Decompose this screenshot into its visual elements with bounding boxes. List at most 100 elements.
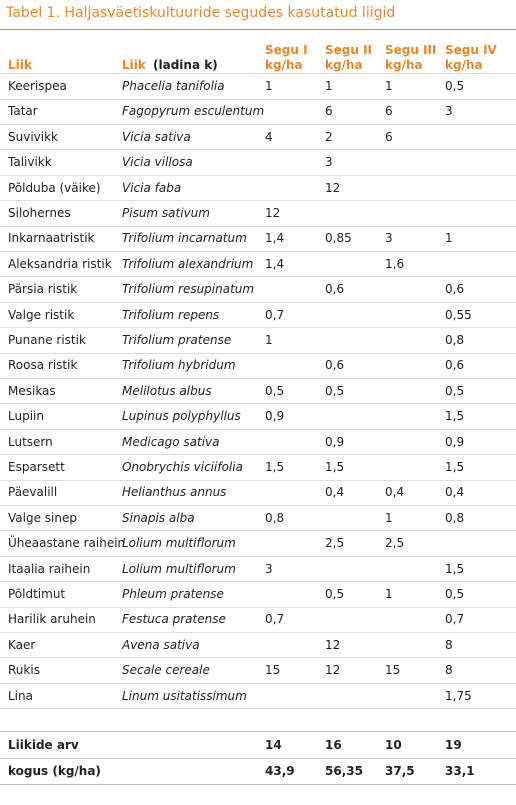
amount: 0,8 [445, 510, 465, 525]
table-title: Tabel 1. Haljasväetiskultuuride segudes … [6, 5, 396, 21]
latin-name: Onobrychis viciifolia [122, 460, 243, 474]
species-name: Mesikas [8, 383, 56, 398]
amount: 3 [325, 155, 333, 170]
species-name: Itaalia raihein [8, 561, 91, 576]
latin-name: Trifolium incarnatum [122, 231, 247, 246]
species-name: Harilik aruhein [8, 612, 96, 627]
footer-value: 56,35 [325, 764, 363, 778]
amount: 1,75 [445, 688, 472, 703]
amount: 0,4 [445, 485, 465, 500]
amount: 0,5 [445, 79, 465, 93]
amount: 0,85 [325, 231, 352, 246]
species-name: Lina [8, 688, 33, 703]
header-cell: Segu II [325, 43, 373, 57]
amount: 3 [265, 561, 273, 576]
species-name: Tatar [8, 104, 38, 119]
amount: 0,7 [265, 612, 285, 627]
amount: 1 [445, 231, 453, 246]
amount: 15 [385, 663, 401, 678]
latin-name: Vicia villosa [122, 155, 193, 170]
species-name: Pärsia ristik [8, 282, 78, 297]
latin-name: Trifolium repens [122, 307, 220, 322]
species-name: Kaer [8, 637, 36, 652]
amount: 0,9 [445, 434, 465, 449]
amount: 12 [325, 663, 341, 678]
amount: 0,4 [325, 485, 345, 500]
row-rule [0, 504, 516, 506]
amount: 0,6 [325, 282, 345, 297]
amount: 0,5 [265, 383, 285, 398]
species-name: Punane ristik [8, 333, 86, 347]
footer-value: 37,5 [385, 764, 415, 778]
footer-value: 33,1 [445, 764, 475, 778]
amount: 1 [265, 333, 273, 347]
amount: 1 [265, 79, 273, 93]
amount: 0,5 [325, 383, 345, 398]
species-name: Silohernes [8, 206, 71, 220]
latin-name: Trifolium pratense [122, 333, 232, 347]
latin-name: Lolium multiflorum [122, 561, 236, 576]
species-name: Üheaastane raihein [8, 536, 126, 551]
header-unit: kg/ha [265, 58, 303, 72]
amount: 0,5 [445, 383, 465, 398]
amount: 8 [445, 637, 453, 652]
latin-name: Lolium multiflorum [122, 536, 236, 551]
latin-name: Linum usitatissimum [122, 688, 247, 703]
species-name: Suvivikk [8, 129, 58, 144]
footer-value: 43,9 [265, 764, 295, 778]
latin-name: Pisum sativum [122, 206, 210, 220]
row-rule [0, 174, 516, 176]
species-name: Rukis [8, 663, 40, 678]
row-rule [0, 149, 516, 151]
amount: 1,5 [265, 460, 285, 474]
amount: 0,6 [445, 358, 465, 373]
amount: 6 [385, 104, 393, 119]
amount: 2,5 [385, 536, 405, 551]
latin-name: Trifolium hybridum [122, 358, 236, 373]
species-name: Päevalill [8, 485, 58, 500]
header-unit: kg/ha [385, 58, 423, 72]
row-rule [0, 327, 516, 329]
amount: 1,5 [445, 460, 465, 474]
amount: 0,9 [325, 434, 345, 449]
species-name: Keerispea [8, 79, 67, 93]
species-name: Põlduba (väike) [8, 180, 101, 195]
amount: 0,9 [265, 409, 285, 424]
header-cell: Segu III [385, 43, 437, 57]
amount: 1,5 [445, 409, 465, 424]
amount: 0,7 [445, 612, 465, 627]
footer-value: 16 [325, 738, 342, 752]
row-rule [0, 479, 516, 481]
row-rule [0, 682, 516, 684]
species-name: Valge ristik [8, 307, 75, 322]
latin-name: Sinapis alba [122, 510, 195, 525]
row-rule [0, 708, 516, 710]
row-rule [0, 428, 516, 430]
header-cell: Liik [122, 58, 146, 72]
amount: 1 [385, 587, 393, 601]
row-rule [0, 301, 516, 303]
amount: 2,5 [325, 536, 345, 551]
amount: 0,4 [385, 485, 405, 500]
species-name: Valge sinep [8, 510, 77, 525]
row-rule [0, 631, 516, 633]
row-rule [0, 250, 516, 252]
species-name: Aleksandria ristik [8, 256, 112, 271]
row-rule [0, 200, 516, 202]
row-rule [0, 225, 516, 227]
species-name: Esparsett [8, 460, 65, 474]
row-rule [0, 530, 516, 532]
amount: 15 [265, 663, 281, 678]
latin-name: Lupinus polyphyllus [122, 409, 241, 424]
amount: 2 [325, 129, 333, 144]
row-rule [0, 783, 516, 785]
amount: 0,6 [325, 358, 345, 373]
footer-value: 19 [445, 738, 462, 752]
header-cell: Segu I [265, 43, 308, 57]
header-unit: kg/ha [325, 58, 363, 72]
header-unit: kg/ha [445, 58, 483, 72]
amount: 0,5 [325, 587, 345, 601]
amount: 0,8 [445, 333, 465, 347]
amount: 6 [325, 104, 333, 119]
